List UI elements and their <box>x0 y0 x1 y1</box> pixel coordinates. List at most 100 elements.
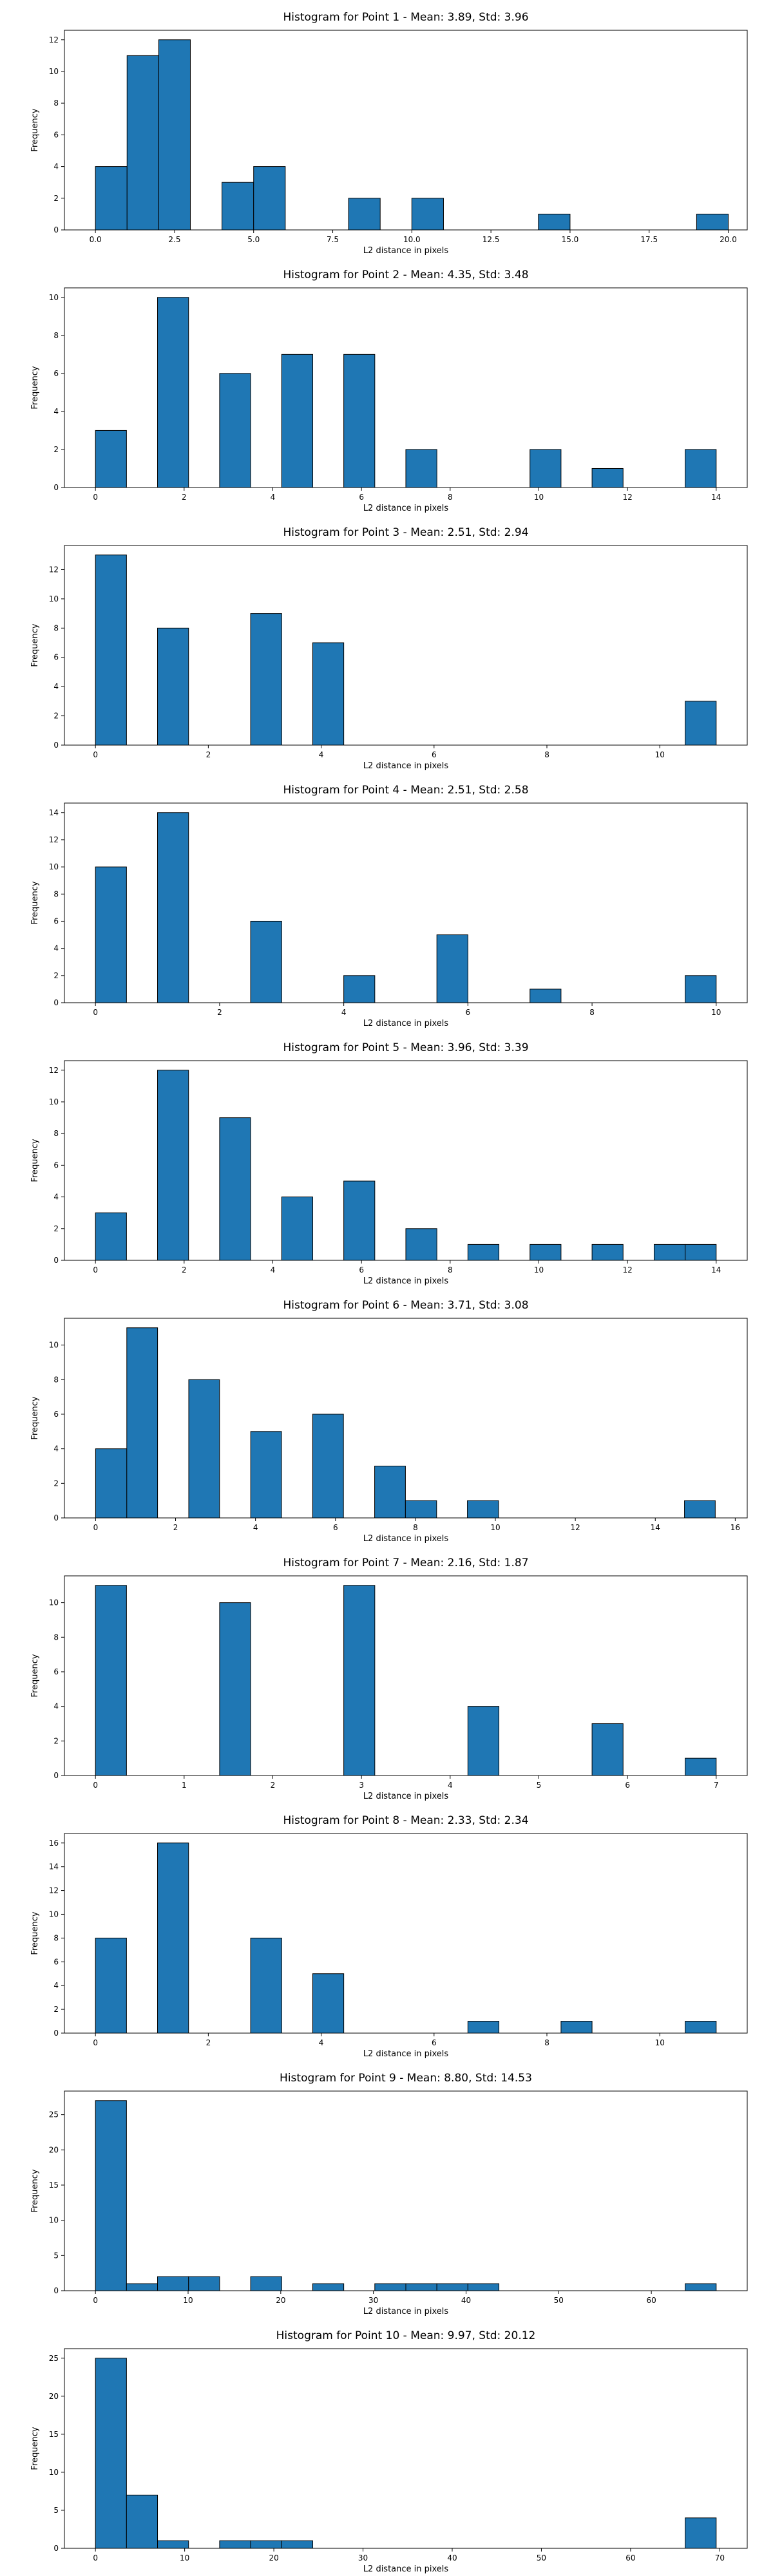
x-tick-label: 70 <box>715 2553 725 2562</box>
histogram-bar <box>219 373 251 488</box>
x-tick-label: 10 <box>534 1265 544 1274</box>
y-tick-label: 20 <box>49 2145 59 2154</box>
x-tick-label: 2 <box>182 493 187 502</box>
histogram-bar <box>436 2283 468 2291</box>
axes-frame <box>64 545 748 746</box>
y-tick-label: 2 <box>53 1479 59 1488</box>
histogram-bar <box>696 213 729 231</box>
histogram-bar <box>219 2540 251 2549</box>
x-tick-label: 6 <box>625 1781 630 1790</box>
x-tick-label: 6 <box>333 1523 338 1532</box>
histogram-panel: Histogram for Point 7 - Mean: 2.16, Std:… <box>0 1547 773 1801</box>
x-tick-label: 6 <box>359 493 364 502</box>
x-tick-label: 0 <box>93 1265 98 1274</box>
x-tick-label: 8 <box>544 2038 549 2047</box>
x-tick-label: 8 <box>413 1523 418 1532</box>
y-tick-label: 0 <box>53 483 59 492</box>
y-tick-label: 16 <box>49 1839 59 1848</box>
y-tick-label: 4 <box>53 1702 59 1711</box>
x-tick-label: 6 <box>466 1008 471 1017</box>
y-tick-label: 6 <box>53 916 59 925</box>
histogram-bar <box>685 975 717 1003</box>
y-tick-label: 0 <box>53 2544 59 2553</box>
histogram-bar <box>188 1379 220 1519</box>
y-tick-label: 6 <box>53 1957 59 1966</box>
y-tick-label: 6 <box>53 1410 59 1419</box>
x-tick-label: 5.0 <box>247 235 260 244</box>
histogram-bar <box>157 1070 189 1261</box>
y-tick-label: 15 <box>49 2181 59 2190</box>
y-tick-label: 6 <box>53 130 59 139</box>
histogram-bar <box>95 1212 127 1261</box>
histogram-bar <box>95 554 127 746</box>
x-tick-label: 2.5 <box>168 235 180 244</box>
y-tick-label: 4 <box>53 944 59 953</box>
histogram-bar <box>467 2021 500 2034</box>
x-tick-label: 12.5 <box>482 235 500 244</box>
x-tick-label: 30 <box>358 2553 368 2562</box>
x-tick-label: 10 <box>711 1008 721 1017</box>
y-axis-label: Frequency <box>30 2169 40 2212</box>
histogram-bar <box>126 1327 158 1519</box>
x-tick-label: 10 <box>534 493 544 502</box>
histogram-bar <box>157 2540 189 2549</box>
y-tick-label: 10 <box>49 862 59 871</box>
y-tick-label: 0 <box>53 225 59 234</box>
histogram-bar <box>343 1180 376 1261</box>
y-tick-label: 2 <box>53 1224 59 1233</box>
x-axis-label: L2 distance in pixels <box>363 2307 449 2316</box>
x-tick-label: 4 <box>271 1265 276 1274</box>
x-tick-label: 8 <box>448 1265 453 1274</box>
histogram-bar <box>250 2540 282 2549</box>
x-tick-label: 4 <box>253 1523 258 1532</box>
x-tick-label: 10 <box>180 2553 189 2562</box>
y-tick-label: 8 <box>53 623 59 632</box>
histogram-bar <box>95 1448 128 1519</box>
x-tick-label: 8 <box>589 1008 595 1017</box>
y-tick-label: 2 <box>53 971 59 980</box>
x-tick-label: 4 <box>271 493 276 502</box>
histogram-bar <box>343 1585 376 1776</box>
x-tick-label: 40 <box>447 2553 457 2562</box>
axes-frame <box>64 30 748 231</box>
x-tick-label: 0 <box>93 2296 98 2305</box>
histogram-svg: Histogram for Point 6 - Mean: 3.71, Std:… <box>30 1299 748 1544</box>
axes-frame <box>64 1060 748 1261</box>
y-axis-label: Frequency <box>30 1396 40 1439</box>
x-axis-label: L2 distance in pixels <box>363 1792 449 1801</box>
x-axis-label: L2 distance in pixels <box>363 2564 449 2574</box>
x-tick-label: 10 <box>183 2296 193 2305</box>
y-tick-label: 10 <box>49 1341 59 1350</box>
x-tick-label: 8 <box>544 750 549 759</box>
histogram-bar <box>281 2540 313 2549</box>
x-axis-label: L2 distance in pixels <box>363 2049 449 2059</box>
histogram-panel: Histogram for Point 4 - Mean: 2.51, Std:… <box>0 774 773 1028</box>
x-tick-label: 10 <box>655 2038 665 2047</box>
x-axis-label: L2 distance in pixels <box>363 761 449 771</box>
histogram-bar <box>374 1465 406 1519</box>
histogram-bar <box>411 198 444 231</box>
x-axis-label: L2 distance in pixels <box>363 1534 449 1544</box>
y-tick-label: 12 <box>49 1066 59 1075</box>
histogram-bar <box>157 2276 189 2291</box>
chart-title: Histogram for Point 7 - Mean: 2.16, Std:… <box>283 1557 528 1569</box>
y-tick-label: 14 <box>49 1862 59 1871</box>
histogram-bar <box>250 920 282 1003</box>
chart-title: Histogram for Point 3 - Mean: 2.51, Std:… <box>283 526 528 539</box>
histogram-bar <box>405 449 437 488</box>
histogram-bar <box>126 2283 158 2291</box>
histogram-svg: Histogram for Point 7 - Mean: 2.16, Std:… <box>30 1557 748 1801</box>
histogram-bar <box>312 2283 345 2291</box>
histogram-bar <box>95 866 127 1003</box>
y-tick-label: 8 <box>53 889 59 898</box>
y-tick-label: 0 <box>53 998 59 1007</box>
x-tick-label: 2 <box>173 1523 178 1532</box>
chart-title: Histogram for Point 5 - Mean: 3.96, Std:… <box>283 1041 528 1054</box>
x-tick-label: 2 <box>206 750 211 759</box>
histogram-bar <box>250 1431 282 1519</box>
histogram-bar <box>405 1500 437 1519</box>
histogram-bar <box>250 2276 282 2291</box>
y-tick-label: 6 <box>53 369 59 378</box>
x-tick-label: 7.5 <box>327 235 339 244</box>
histogram-panel: Histogram for Point 5 - Mean: 3.96, Std:… <box>0 1032 773 1286</box>
